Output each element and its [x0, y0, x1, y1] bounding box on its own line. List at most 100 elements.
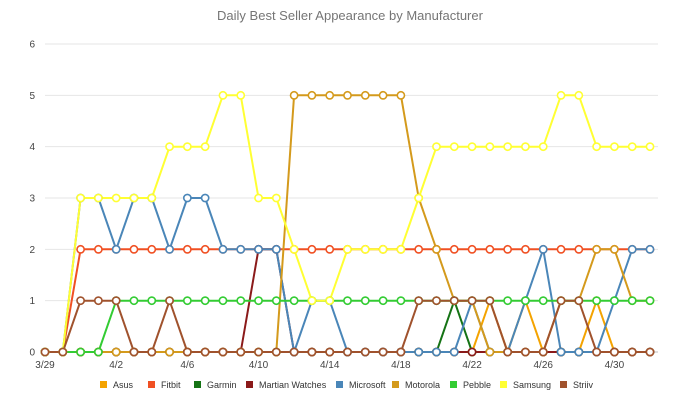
- data-point-samsung: [93, 193, 103, 203]
- data-point-striiv: [538, 347, 548, 357]
- data-point-samsung: [76, 193, 85, 203]
- data-point-striiv: [182, 347, 192, 357]
- data-point-samsung: [396, 244, 406, 254]
- data-point-striiv: [378, 347, 388, 357]
- data-point-pebble: [627, 296, 637, 306]
- data-point-samsung: [165, 142, 174, 152]
- data-point-motorola: [325, 90, 335, 100]
- data-point-striiv: [40, 347, 50, 357]
- data-point-samsung: [521, 142, 530, 152]
- data-point-samsung: [645, 142, 655, 152]
- data-point-fitbit: [93, 244, 103, 254]
- data-point-microsoft: [432, 347, 441, 357]
- data-point-striiv: [93, 296, 103, 306]
- data-point-striiv: [645, 347, 655, 357]
- data-point-pebble: [200, 296, 210, 306]
- data-point-samsung: [147, 193, 157, 203]
- data-point-samsung: [378, 244, 388, 254]
- data-point-striiv: [360, 347, 370, 357]
- data-point-striiv: [58, 347, 68, 357]
- data-point-samsung: [289, 244, 299, 254]
- data-point-striiv: [307, 347, 317, 357]
- data-point-martian-watches: [467, 347, 477, 357]
- y-tick-label: 3: [29, 194, 35, 205]
- data-point-striiv: [627, 347, 637, 357]
- data-point-fitbit: [129, 244, 139, 254]
- legend-swatch: [148, 381, 155, 388]
- axis-labels: 0 1 2 3 4 5 6 3/29 4/2 4/6 4/10 4/14 4/18 4/22 4/26 4/3…: [29, 40, 624, 372]
- data-point-pebble: [218, 296, 228, 306]
- data-point-striiv: [592, 347, 602, 357]
- legend-item-pebble: Pebble: [450, 380, 491, 390]
- data-point-samsung: [307, 296, 317, 306]
- x-tick-label: 4/30: [605, 360, 625, 371]
- data-point-microsoft: [236, 244, 246, 254]
- data-point-samsung: [503, 142, 513, 152]
- data-point-pebble: [236, 296, 246, 306]
- y-tick-label: 6: [29, 40, 35, 51]
- data-point-microsoft: [271, 244, 281, 254]
- data-point-microsoft: [200, 193, 210, 203]
- x-tick-label: 4/2: [109, 360, 123, 371]
- legend-swatch: [100, 381, 107, 388]
- legend-label: Garmin: [207, 380, 237, 390]
- data-point-samsung: [432, 142, 441, 152]
- data-point-microsoft: [449, 347, 459, 357]
- data-point-microsoft: [538, 244, 548, 254]
- legend-label: Fitbit: [161, 380, 181, 390]
- data-point-motorola: [378, 90, 388, 100]
- data-point-motorola: [396, 90, 406, 100]
- y-tick-label: 1: [29, 296, 35, 307]
- data-point-striiv: [521, 347, 530, 357]
- data-point-striiv: [76, 296, 85, 306]
- data-point-microsoft: [182, 193, 192, 203]
- chart-title: Daily Best Seller Appearance by Manufact…: [217, 8, 484, 23]
- x-tick-label: 4/22: [462, 360, 482, 371]
- data-point-pebble: [592, 296, 602, 306]
- legend-swatch: [392, 381, 399, 388]
- data-point-samsung: [574, 90, 584, 100]
- data-point-microsoft: [556, 347, 566, 357]
- legend-swatch: [194, 381, 201, 388]
- data-point-samsung: [182, 142, 192, 152]
- data-point-samsung: [254, 193, 263, 203]
- legend: Asus Fitbit Garmin Martian Watches Microsoft…: [100, 380, 593, 390]
- data-point-striiv: [343, 347, 352, 357]
- data-point-pebble: [254, 296, 263, 306]
- data-point-samsung: [627, 142, 637, 152]
- data-point-fitbit: [147, 244, 157, 254]
- legend-swatch: [560, 381, 567, 388]
- data-point-striiv: [165, 296, 174, 306]
- legend-item-asus: Asus: [100, 380, 134, 390]
- data-point-motorola: [165, 347, 174, 357]
- data-point-fitbit: [307, 244, 317, 254]
- data-point-striiv: [147, 347, 157, 357]
- data-point-motorola: [343, 90, 352, 100]
- data-point-pebble: [76, 347, 85, 357]
- y-tick-label: 0: [29, 348, 35, 359]
- data-point-samsung: [449, 142, 459, 152]
- x-tick-label: 4/14: [320, 360, 340, 371]
- data-point-fitbit: [485, 244, 495, 254]
- data-point-striiv: [485, 296, 495, 306]
- data-point-striiv: [271, 347, 281, 357]
- legend-item-fitbit: Fitbit: [148, 380, 181, 390]
- data-point-striiv: [556, 296, 566, 306]
- data-point-motorola: [432, 244, 441, 254]
- legend-item-samsung: Samsung: [500, 380, 551, 390]
- y-tick-label: 4: [29, 142, 35, 153]
- data-point-striiv: [503, 347, 513, 357]
- legend-item-microsoft: Microsoft: [336, 380, 386, 390]
- legend-label: Pebble: [463, 380, 491, 390]
- legend-swatch: [336, 381, 343, 388]
- data-point-samsung: [218, 90, 228, 100]
- data-point-pebble: [343, 296, 352, 306]
- legend-label: Samsung: [513, 380, 551, 390]
- legend-label: Microsoft: [349, 380, 386, 390]
- data-point-pebble: [538, 296, 548, 306]
- data-point-samsung: [111, 193, 121, 203]
- data-point-samsung: [556, 90, 566, 100]
- data-point-fitbit: [521, 244, 530, 254]
- data-point-samsung: [200, 142, 210, 152]
